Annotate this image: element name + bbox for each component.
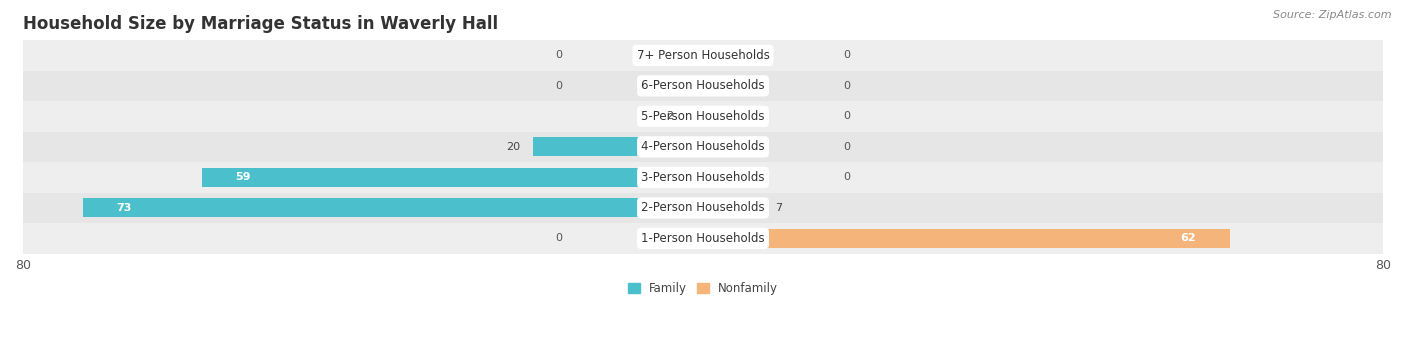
Text: 3-Person Households: 3-Person Households — [641, 171, 765, 184]
Text: 20: 20 — [506, 142, 520, 152]
Text: 59: 59 — [235, 173, 252, 182]
Bar — [22, 132, 1384, 162]
Bar — [22, 101, 1384, 132]
Text: 0: 0 — [844, 142, 851, 152]
Text: 4-Person Households: 4-Person Households — [641, 140, 765, 153]
Bar — [703, 229, 1230, 248]
Text: 1-Person Households: 1-Person Households — [641, 232, 765, 245]
Text: 0: 0 — [844, 173, 851, 182]
Text: 0: 0 — [555, 234, 562, 243]
Text: Household Size by Marriage Status in Waverly Hall: Household Size by Marriage Status in Wav… — [22, 15, 498, 33]
Text: 0: 0 — [555, 81, 562, 91]
Bar — [703, 198, 762, 217]
Bar — [22, 193, 1384, 223]
Bar — [22, 40, 1384, 71]
Bar — [533, 137, 703, 157]
Bar — [22, 162, 1384, 193]
Text: 62: 62 — [1181, 234, 1197, 243]
Bar — [83, 198, 703, 217]
Text: Source: ZipAtlas.com: Source: ZipAtlas.com — [1274, 10, 1392, 20]
Text: 7: 7 — [775, 203, 782, 213]
Text: 7+ Person Households: 7+ Person Households — [637, 49, 769, 62]
Text: 0: 0 — [844, 50, 851, 60]
Legend: Family, Nonfamily: Family, Nonfamily — [628, 282, 778, 295]
Bar — [686, 107, 703, 126]
Bar — [201, 168, 703, 187]
Text: 73: 73 — [117, 203, 132, 213]
Text: 0: 0 — [555, 50, 562, 60]
Text: 0: 0 — [844, 81, 851, 91]
Text: 2: 2 — [666, 112, 673, 121]
Bar — [22, 223, 1384, 254]
Text: 0: 0 — [844, 112, 851, 121]
Text: 6-Person Households: 6-Person Households — [641, 79, 765, 92]
Bar — [22, 71, 1384, 101]
Text: 2-Person Households: 2-Person Households — [641, 202, 765, 214]
Text: 5-Person Households: 5-Person Households — [641, 110, 765, 123]
